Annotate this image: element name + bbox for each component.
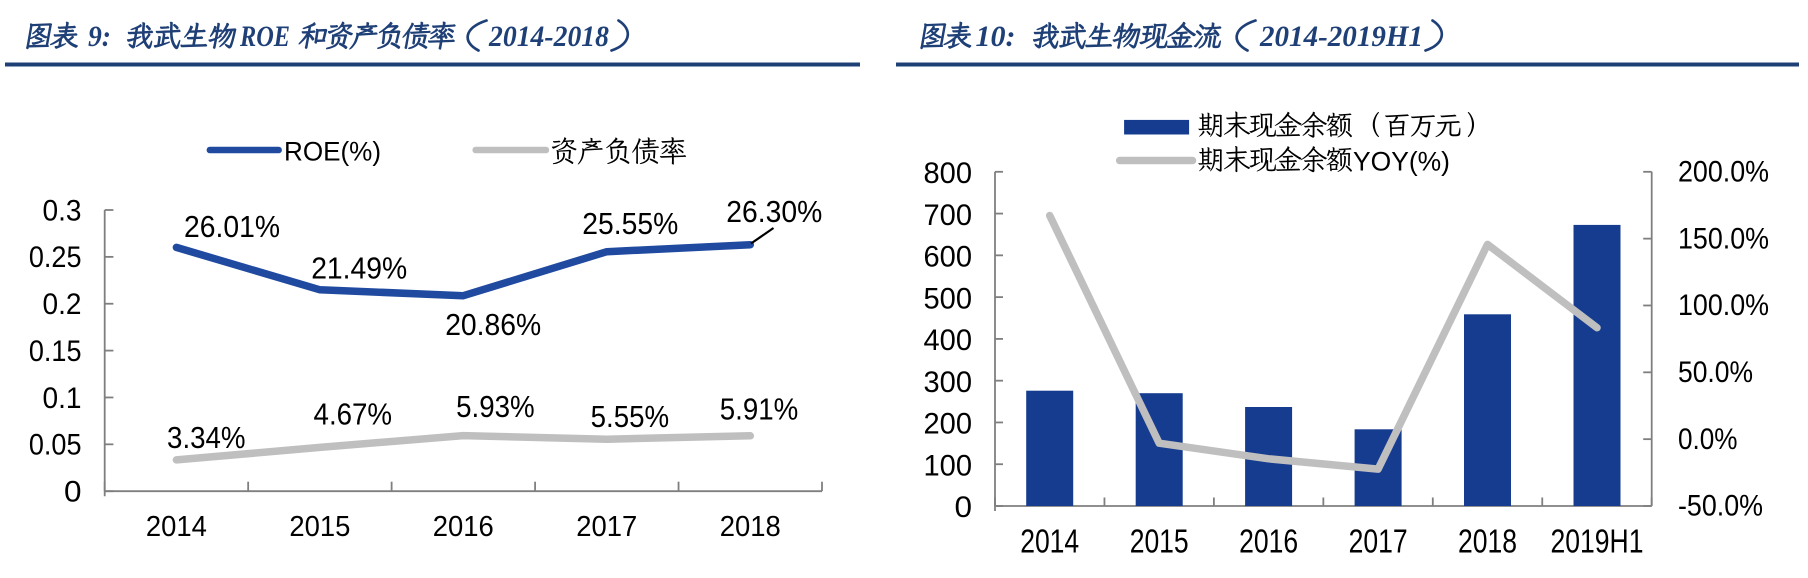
svg-text:0: 0 <box>64 476 82 509</box>
svg-text:2016: 2016 <box>433 511 494 543</box>
svg-text:2018: 2018 <box>1458 522 1517 559</box>
svg-text:0.15: 0.15 <box>29 335 82 368</box>
svg-text:YOY(%): YOY(%) <box>1353 146 1450 176</box>
svg-text:2017: 2017 <box>1349 522 1408 559</box>
svg-text:3.34%: 3.34% <box>167 421 246 455</box>
svg-text:2014: 2014 <box>146 511 207 543</box>
svg-text:26.30%: 26.30% <box>726 195 822 229</box>
svg-text:2014-2019H1: 2014-2019H1 <box>1259 20 1423 53</box>
svg-text:5.91%: 5.91% <box>720 393 799 427</box>
svg-text:2015: 2015 <box>1130 522 1189 559</box>
svg-text:0.0%: 0.0% <box>1678 423 1738 456</box>
svg-text:600: 600 <box>924 241 973 274</box>
svg-text:0.3: 0.3 <box>43 194 82 227</box>
svg-text:150.0%: 150.0% <box>1678 222 1769 255</box>
svg-text:2017: 2017 <box>576 511 637 543</box>
svg-text:26.01%: 26.01% <box>184 210 280 244</box>
svg-text:50.0%: 50.0% <box>1678 356 1753 389</box>
svg-text:2014: 2014 <box>1020 522 1079 559</box>
svg-text:0.05: 0.05 <box>29 429 82 462</box>
svg-text:300: 300 <box>924 366 973 399</box>
svg-text:2018: 2018 <box>720 511 781 543</box>
svg-text:2014-2018: 2014-2018 <box>488 20 609 53</box>
svg-text:0: 0 <box>955 491 973 524</box>
svg-text:5.55%: 5.55% <box>591 400 670 434</box>
svg-text:ROE: ROE <box>239 20 290 53</box>
svg-text:500: 500 <box>924 282 973 315</box>
svg-text:100: 100 <box>924 449 973 482</box>
svg-text:5.93%: 5.93% <box>456 390 535 424</box>
svg-text:9:: 9: <box>88 20 111 53</box>
svg-text:10:: 10: <box>976 20 1016 53</box>
svg-text:2016: 2016 <box>1239 522 1298 559</box>
svg-text:200: 200 <box>924 408 973 441</box>
svg-text:25.55%: 25.55% <box>582 207 678 241</box>
svg-text:400: 400 <box>924 324 973 357</box>
svg-text:0.25: 0.25 <box>29 241 82 274</box>
svg-text:700: 700 <box>924 199 973 232</box>
svg-text:21.49%: 21.49% <box>311 251 407 285</box>
svg-text:4.67%: 4.67% <box>314 398 393 432</box>
svg-text:800: 800 <box>924 157 973 190</box>
svg-text:-50.0%: -50.0% <box>1678 490 1763 523</box>
svg-text:2015: 2015 <box>289 511 350 543</box>
svg-text:0.1: 0.1 <box>43 382 82 415</box>
svg-text:ROE(%): ROE(%) <box>284 136 381 166</box>
svg-text:0.2: 0.2 <box>43 288 82 321</box>
svg-text:20.86%: 20.86% <box>445 308 541 342</box>
svg-text:200.0%: 200.0% <box>1678 156 1769 189</box>
svg-text:2019H1: 2019H1 <box>1551 522 1644 559</box>
svg-text:100.0%: 100.0% <box>1678 289 1769 322</box>
